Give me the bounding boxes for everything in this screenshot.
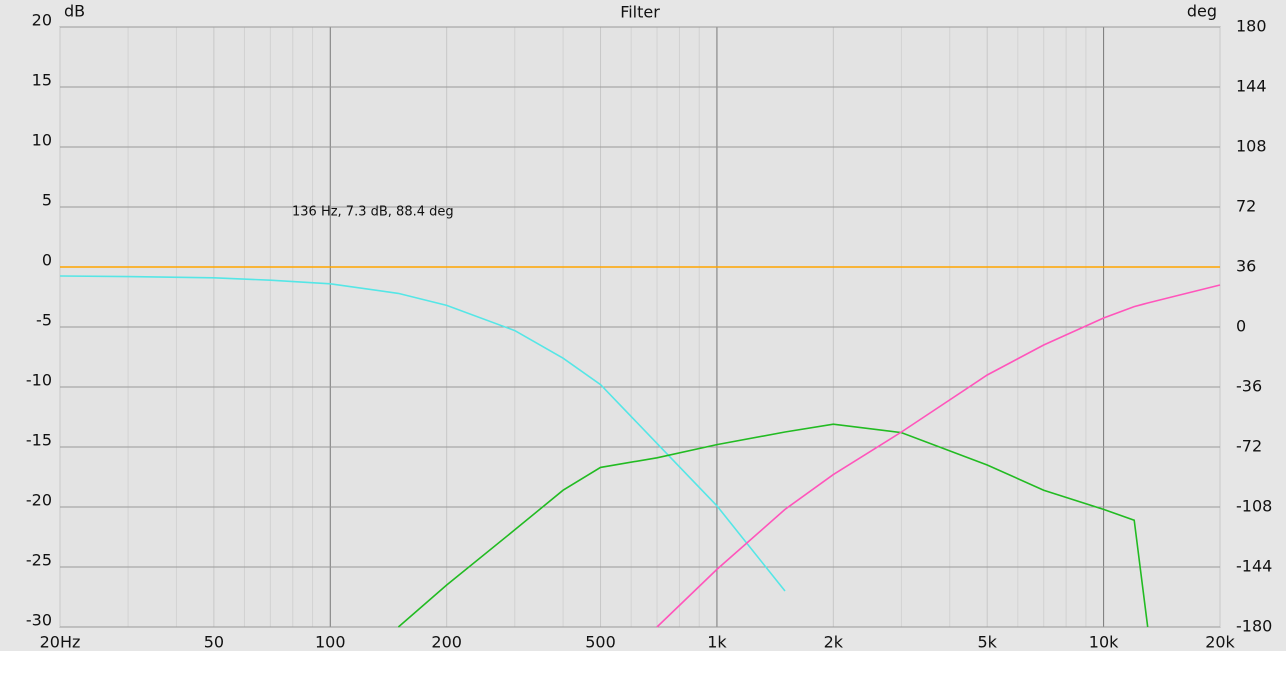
y2-tick-label: -72 (1236, 437, 1262, 456)
chart-title: Filter (620, 3, 660, 22)
x-tick-label: 1k (707, 633, 727, 652)
y-tick-label: -20 (26, 491, 52, 510)
x-tick-label: 20k (1205, 633, 1235, 652)
y2-axis-label: deg (1187, 2, 1217, 21)
y-tick-label: -5 (36, 311, 52, 330)
y-tick-label: 20 (32, 11, 52, 30)
y-tick-label: 10 (32, 131, 52, 150)
y-tick-label: 15 (32, 71, 52, 90)
x-tick-label: 10k (1089, 633, 1119, 652)
series-line (397, 423, 1149, 628)
x-tick-label: 200 (431, 633, 462, 652)
y-tick-label: 5 (42, 191, 52, 210)
y-tick-label: -15 (26, 431, 52, 450)
x-tick-label: 20Hz (40, 633, 81, 652)
x-tick-label: 500 (585, 633, 616, 652)
y2-tick-label: -144 (1236, 557, 1272, 576)
bottom-strip (0, 651, 1286, 674)
x-tick-label: 100 (315, 633, 346, 652)
y2-tick-label: -108 (1236, 497, 1272, 516)
y2-tick-label: 36 (1236, 257, 1256, 276)
y-tick-label: -10 (26, 371, 52, 390)
y2-tick-label: 144 (1236, 77, 1267, 96)
x-tick-label: 50 (204, 633, 224, 652)
y2-tick-label: 72 (1236, 197, 1256, 216)
x-tick-label: 5k (977, 633, 997, 652)
x-tick-label: 2k (824, 633, 844, 652)
y2-tick-label: 108 (1236, 137, 1267, 156)
y2-tick-label: 0 (1236, 317, 1246, 336)
series-line (656, 284, 1221, 628)
y-tick-label: -30 (26, 611, 52, 630)
y-tick-label: -25 (26, 551, 52, 570)
y2-tick-label: -180 (1236, 617, 1272, 636)
annotation: 136 Hz, 7.3 dB, 88.4 deg (292, 205, 454, 220)
series-line (59, 275, 786, 592)
y-tick-label: 0 (42, 251, 52, 270)
y2-tick-label: 180 (1236, 17, 1267, 36)
y-axis-label: dB (64, 2, 85, 21)
y2-tick-label: -36 (1236, 377, 1262, 396)
